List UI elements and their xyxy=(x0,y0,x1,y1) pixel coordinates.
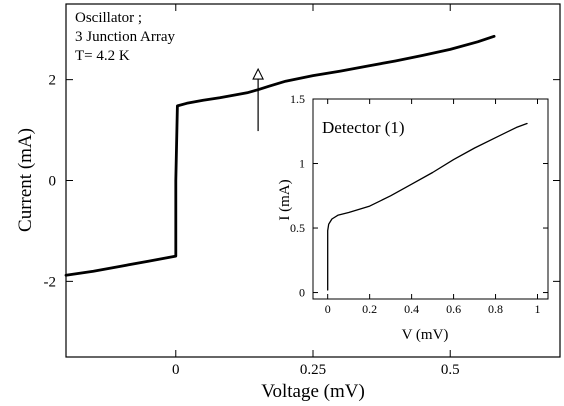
inset-y-tick-label: 1 xyxy=(299,157,305,171)
main-annotation-line: T= 4.2 K xyxy=(75,48,130,64)
inset-annotation: Detector (1) xyxy=(322,118,405,137)
main-y-axis-title: Current (mA) xyxy=(15,128,36,232)
main-y-tick-label: -2 xyxy=(44,274,57,290)
annotation-arrow xyxy=(252,67,265,132)
main-annotation-line: 3 Junction Array xyxy=(75,29,175,45)
inset-plot-frame xyxy=(312,98,549,300)
main-y-tick-label: 2 xyxy=(49,73,57,89)
main-annotation-line: Oscillator ; xyxy=(75,10,142,26)
arrow-head xyxy=(252,67,265,80)
main-series xyxy=(64,34,496,277)
inset-x-tick-label: 0.8 xyxy=(488,302,503,316)
inset-x-tick-label: 0.4 xyxy=(404,302,419,316)
main-x-tick-label: 0.5 xyxy=(441,362,460,378)
inset-x-tick-label: 0 xyxy=(325,302,331,316)
inset-y-axis-title: I (mA) xyxy=(277,179,293,220)
main-annotation: Oscillator ; 3 Junction Array T= 4.2 K xyxy=(75,10,175,64)
inset-ticks: 0 0.2 0.4 0.6 0.8 1 0 0.5 1 1.5 xyxy=(290,92,548,316)
inset-series xyxy=(327,122,528,291)
inset-y-tick-label: 0 xyxy=(299,286,305,300)
main-x-tick-label: 0 xyxy=(172,362,180,378)
inset-y-tick-label: 0.5 xyxy=(290,221,305,235)
inset-x-tick-label: 0.6 xyxy=(446,302,461,316)
inset-x-tick-label: 1 xyxy=(535,302,541,316)
inset-series-line xyxy=(327,122,528,291)
inset-x-axis-title: V (mV) xyxy=(402,327,449,343)
main-ticks: 0 0.25 0.5 -2 0 2 xyxy=(44,4,560,378)
main-y-tick-label: 0 xyxy=(49,174,57,190)
inset-x-tick-label: 0.2 xyxy=(362,302,377,316)
main-series-line xyxy=(64,34,496,277)
inset-y-tick-label: 1.5 xyxy=(290,92,305,106)
main-x-tick-label: 0.25 xyxy=(300,362,326,378)
main-x-axis-title: Voltage (mV) xyxy=(261,381,365,402)
